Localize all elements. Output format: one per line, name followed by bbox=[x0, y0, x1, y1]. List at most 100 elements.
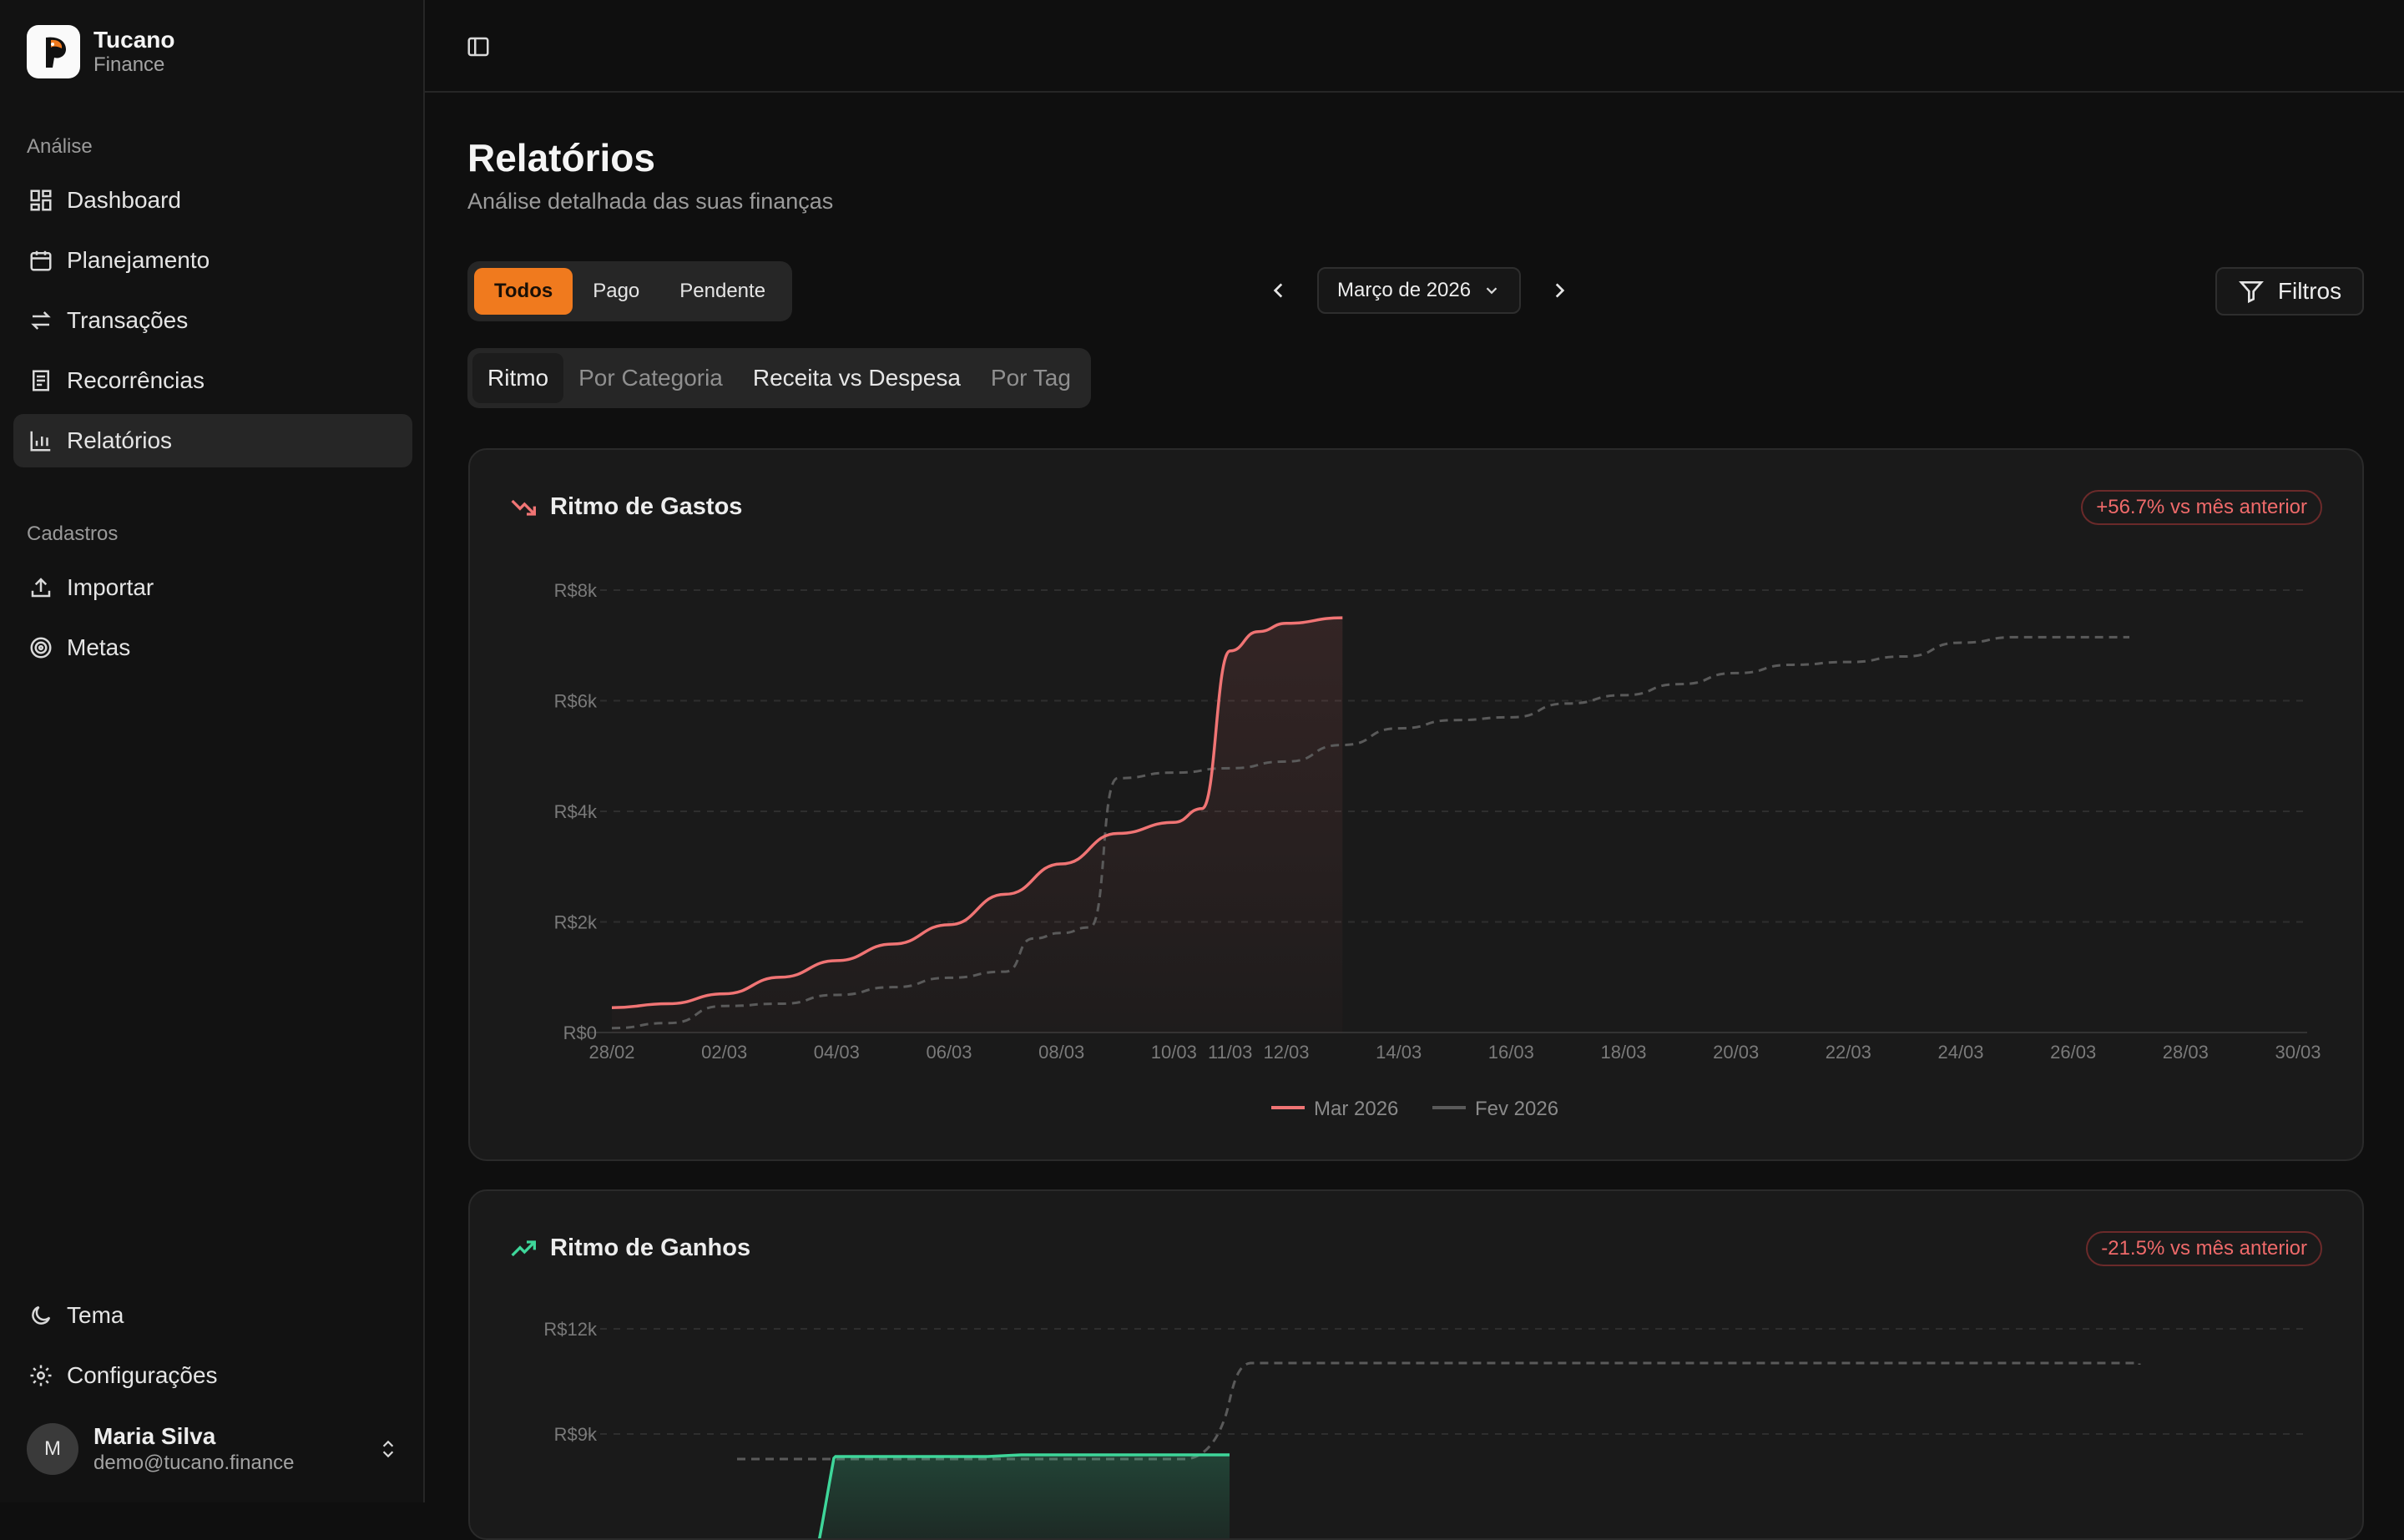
dashboard-icon bbox=[27, 186, 55, 215]
filter-icon bbox=[2238, 281, 2264, 304]
sidebar-item-dashboard[interactable]: Dashboard bbox=[13, 174, 412, 227]
card-title-text: Ritmo de Ganhos bbox=[550, 1235, 751, 1261]
sidebar-item-label: Recorrências bbox=[67, 367, 205, 393]
sidebar-item-recorrencias[interactable]: Recorrências bbox=[13, 354, 412, 407]
sidebar-item-label: Metas bbox=[67, 634, 131, 660]
x-tick-label: 24/03 bbox=[1937, 1042, 1983, 1063]
filters-label: Filtros bbox=[2277, 278, 2342, 304]
y-tick-label: R$6k bbox=[554, 691, 598, 712]
toucan-logo-icon bbox=[27, 25, 80, 78]
section-label-registry: Cadastros bbox=[27, 523, 119, 545]
topbar bbox=[425, 0, 2404, 93]
earnings-pace-card: Ritmo de Ganhos -21.5% vs mês anterior R… bbox=[468, 1189, 2364, 1540]
previous-month-button[interactable] bbox=[1262, 274, 1295, 307]
chevrons-up-down-icon[interactable] bbox=[377, 1436, 399, 1462]
x-tick-label: 06/03 bbox=[926, 1042, 972, 1063]
sidebar-item-importar[interactable]: Importar bbox=[13, 561, 412, 614]
x-tick-label: 30/03 bbox=[2275, 1042, 2321, 1063]
section-label-analysis: Análise bbox=[27, 135, 93, 158]
y-tick-label: R$12k bbox=[543, 1319, 598, 1340]
spending-pace-card: Ritmo de Gastos +56.7% vs mês anterior R… bbox=[468, 448, 2364, 1161]
status-pago-button[interactable]: Pago bbox=[593, 280, 640, 302]
sidebar-item-label: Tema bbox=[67, 1302, 124, 1328]
card-title-earnings: Ritmo de Ganhos bbox=[510, 1235, 750, 1262]
y-tick-label: R$4k bbox=[554, 801, 598, 822]
trending-down-icon bbox=[510, 494, 537, 521]
month-navigation: Março de 2026 bbox=[1262, 267, 1576, 314]
gear-icon bbox=[27, 1361, 55, 1390]
earnings-chart: R$12k R$9k bbox=[543, 1319, 2307, 1538]
chevron-left-icon bbox=[1273, 283, 1283, 298]
x-tick-label: 28/03 bbox=[2163, 1042, 2209, 1063]
avatar: M bbox=[27, 1422, 78, 1475]
month-select[interactable]: Março de 2026 bbox=[1317, 267, 1522, 314]
legend-label-fev: Fev 2026 bbox=[1475, 1098, 1558, 1120]
user-name: Maria Silva bbox=[93, 1423, 216, 1449]
tab-ritmo[interactable]: Ritmo bbox=[472, 353, 564, 403]
legend-label-mar: Mar 2026 bbox=[1314, 1098, 1398, 1120]
sidebar-item-label: Importar bbox=[67, 574, 154, 600]
upload-icon bbox=[27, 573, 55, 602]
sidebar-item-label: Relatórios bbox=[67, 427, 173, 453]
sidebar-item-configuracoes[interactable]: Configurações bbox=[13, 1349, 412, 1402]
status-filter: Todos Pago Pendente bbox=[467, 261, 793, 321]
sidebar-item-planejamento[interactable]: Planejamento bbox=[13, 234, 412, 287]
card-title-text: Ritmo de Gastos bbox=[550, 493, 743, 520]
sidebar-item-label: Configurações bbox=[67, 1362, 218, 1388]
trending-up-icon bbox=[510, 1235, 537, 1262]
y-tick-label: R$2k bbox=[554, 912, 598, 933]
target-icon bbox=[27, 634, 55, 662]
series-area-mar-2026 bbox=[612, 618, 1343, 1033]
sidebar-item-label: Transações bbox=[67, 307, 189, 333]
x-tick-label: 02/03 bbox=[701, 1042, 747, 1063]
y-tick-label: R$8k bbox=[554, 580, 598, 601]
spending-chart: R$0 R$2k R$4k R$6k R$8k 28/02 02/03 04/03 06/03… bbox=[554, 580, 2321, 1120]
status-todos-button[interactable]: Todos bbox=[474, 268, 573, 315]
sidebar-item-transacoes[interactable]: Transações bbox=[13, 294, 412, 347]
chevron-down-icon bbox=[1486, 287, 1497, 295]
sidebar-toggle-icon[interactable] bbox=[462, 30, 495, 63]
y-tick-label: R$9k bbox=[554, 1424, 598, 1445]
status-pendente-button[interactable]: Pendente bbox=[679, 280, 766, 302]
user-email: demo@tucano.finance bbox=[93, 1452, 295, 1474]
change-badge: +56.7% vs mês anterior bbox=[2081, 490, 2322, 525]
series-line-mar-2026 bbox=[611, 616, 1343, 1009]
next-month-button[interactable] bbox=[1543, 274, 1576, 307]
series-line-fev-2026 bbox=[737, 1361, 2141, 1461]
tab-receita-vs-despesa[interactable]: Receita vs Despesa bbox=[752, 365, 961, 391]
user-menu[interactable]: M Maria Silva demo@tucano.finance bbox=[27, 1421, 399, 1476]
bar-chart-icon bbox=[27, 427, 55, 455]
series-line-fev-2026 bbox=[611, 635, 2130, 1030]
x-tick-label: 28/02 bbox=[588, 1042, 634, 1063]
x-tick-label: 14/03 bbox=[1376, 1042, 1422, 1063]
tab-por-categoria[interactable]: Por Categoria bbox=[578, 365, 723, 391]
brand[interactable]: Tucano Finance bbox=[27, 25, 174, 78]
series-area-mar-2026 bbox=[821, 1455, 1230, 1538]
y-tick-label: R$0 bbox=[563, 1022, 597, 1043]
tab-por-tag[interactable]: Por Tag bbox=[990, 365, 1071, 391]
page-subtitle: Análise detalhada das suas finanças bbox=[467, 189, 834, 214]
report-tabs: Ritmo Por Categoria Receita vs Despesa P… bbox=[467, 348, 1091, 408]
receipt-icon bbox=[27, 366, 55, 395]
x-tick-label: 08/03 bbox=[1038, 1042, 1084, 1063]
x-tick-label: 22/03 bbox=[1826, 1042, 1871, 1063]
x-tick-label: 11/03 bbox=[1208, 1042, 1252, 1063]
change-badge: -21.5% vs mês anterior bbox=[2086, 1231, 2322, 1266]
month-label: Março de 2026 bbox=[1337, 279, 1472, 301]
x-tick-label: 04/03 bbox=[814, 1042, 860, 1063]
sidebar-item-relatorios[interactable]: Relatórios bbox=[13, 414, 412, 467]
sidebar-item-tema[interactable]: Tema bbox=[13, 1289, 412, 1342]
x-tick-label: 10/03 bbox=[1151, 1042, 1197, 1063]
chevron-right-icon bbox=[1555, 283, 1565, 298]
moon-icon bbox=[27, 1301, 55, 1330]
arrows-exchange-icon bbox=[27, 306, 55, 335]
x-tick-label: 12/03 bbox=[1263, 1042, 1309, 1063]
sidebar-item-metas[interactable]: Metas bbox=[13, 621, 412, 674]
filters-button[interactable]: Filtros bbox=[2215, 267, 2364, 316]
page-title: Relatórios bbox=[467, 136, 655, 179]
x-tick-label: 20/03 bbox=[1713, 1042, 1759, 1063]
x-tick-label: 26/03 bbox=[2050, 1042, 2096, 1063]
app-name: Tucano bbox=[93, 26, 175, 53]
calendar-icon bbox=[27, 246, 55, 275]
sidebar: Tucano Finance Análise Dashboard Planeja… bbox=[0, 0, 425, 1502]
